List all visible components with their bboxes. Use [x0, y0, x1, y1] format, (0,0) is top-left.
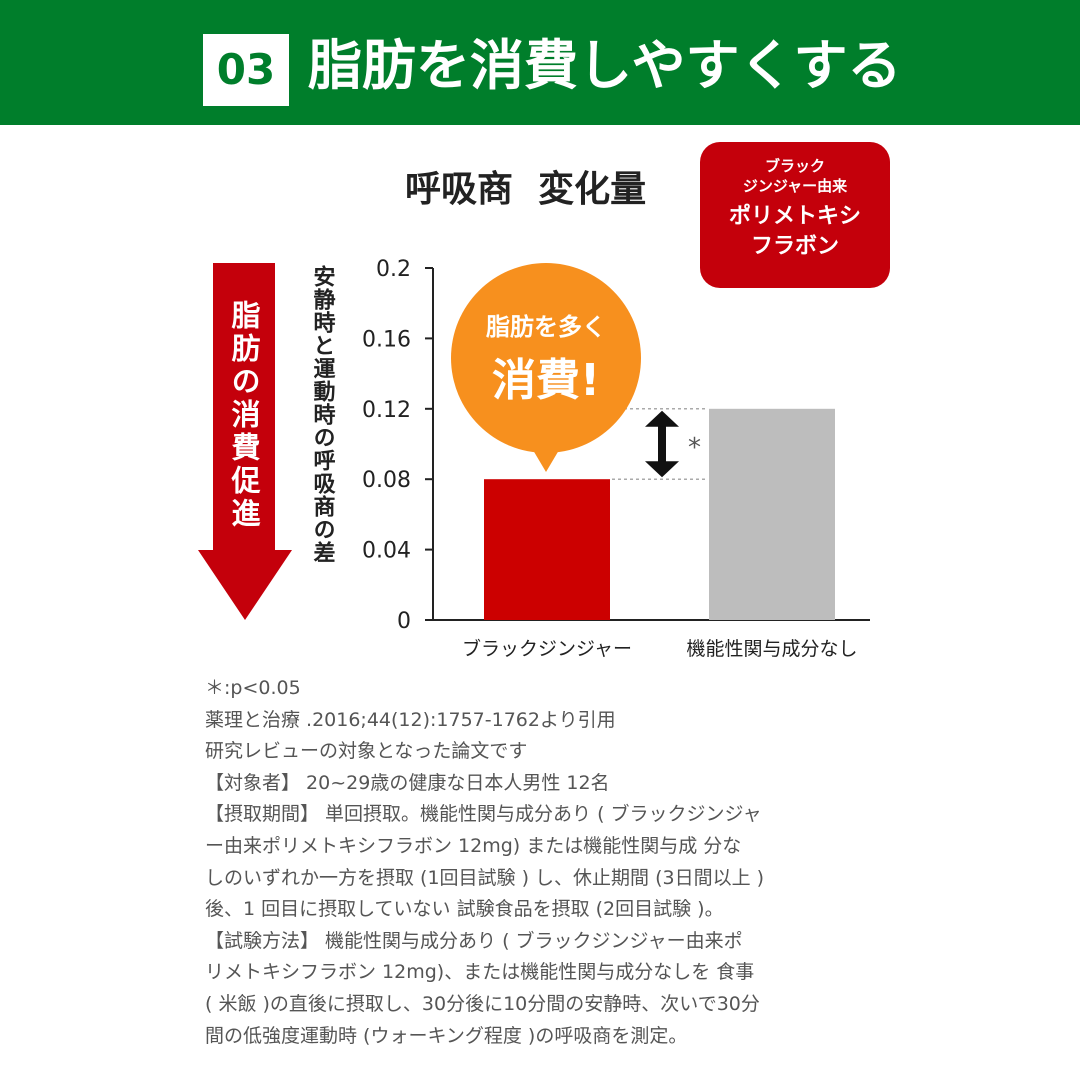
badge-line: ポリメトキシ	[728, 204, 861, 229]
badge-line: ジンジャー由来	[742, 177, 848, 195]
bar-1	[484, 479, 610, 620]
header-banner: 03 脂肪を消費しやすくする	[0, 0, 1080, 125]
chart-title: 呼吸商 変化量	[405, 169, 647, 210]
section-number: 03	[203, 34, 289, 106]
badge-line: フラボン	[750, 234, 839, 259]
y-tick-label: 0	[397, 609, 411, 634]
footnote-line: 研究レビューの対象となった論文です	[205, 740, 528, 763]
fat-burn-arrow-head	[198, 550, 292, 620]
y-tick-label: 0.04	[362, 539, 411, 564]
footnote-line: ー由来ポリメトキシフラボン 12mg) または機能性関与成 分な	[205, 834, 742, 857]
fat-burn-arrow-label: 脂肪の消費促進	[227, 300, 262, 531]
bar-2	[709, 408, 835, 620]
footnote-line: 後、1 回目に摂取していない 試験食品を摂取 (2回目試験 )。	[205, 898, 724, 921]
callout-bubble: 脂肪を多く 消費!	[451, 263, 641, 472]
y-tick-label: 0.08	[362, 468, 411, 493]
footnotes: ＊:p<0.05 薬理と治療 .2016;44(12):1757-1762より引用…	[205, 673, 905, 1052]
footnote-line: 【試験方法】 機能性関与成分あり ( ブラックジンジャー由来ポ	[205, 929, 743, 952]
y-axis-label: 安静時と運動時の呼吸商の差	[310, 264, 336, 564]
footnote-line: ＊:p<0.05	[205, 677, 301, 699]
badge-line: ブラック	[764, 157, 825, 175]
footnote-line: 薬理と治療 .2016;44(12):1757-1762より引用	[205, 708, 616, 731]
difference-arrow-up-icon	[645, 410, 679, 427]
callout-line2: 消費!	[492, 355, 600, 406]
x-tick-label: 機能性関与成分なし	[686, 638, 857, 660]
footnote-line: リメトキシフラボン 12mg)、または機能性関与成分なしを 食事	[205, 961, 755, 984]
fat-burn-arrow-shaft	[213, 263, 275, 553]
chart: 脂肪の消費促進 安静時と運動時の呼吸商の差 0 0.04 0.08 0.12 0.16 0…	[198, 257, 870, 660]
difference-arrow-shaft	[658, 422, 666, 466]
ingredient-badge: ブラック ジンジャー由来 ポリメトキシ フラボン	[700, 142, 890, 288]
footnote-line: ( 米飯 )の直後に摂取し、30分後に10分間の安静時、次いで30分	[205, 992, 760, 1015]
callout-line1: 脂肪を多く	[486, 313, 606, 341]
footnote-line: 【摂取期間】 単回摂取。機能性関与成分あり ( ブラックジンジャ	[205, 803, 762, 826]
footnote-line: 【対象者】 20~29歳の健康な日本人男性 12名	[205, 771, 610, 794]
y-tick-label: 0.16	[362, 327, 411, 352]
significance-marker: *	[688, 433, 701, 463]
y-tick-label: 0.12	[362, 398, 411, 423]
page-title: 脂肪を消費しやすくする	[308, 34, 902, 97]
x-tick-label: ブラックジンジャー	[462, 637, 632, 660]
footnote-line: しのいずれか一方を摂取 (1回目試験 ) し、休止期間 (3日間以上 )	[205, 866, 765, 889]
difference-arrow-down-icon	[645, 461, 679, 478]
y-tick-label: 0.2	[376, 257, 411, 282]
footnote-line: 間の低強度運動時 (ウォーキング程度 )の呼吸商を測定。	[205, 1024, 688, 1047]
